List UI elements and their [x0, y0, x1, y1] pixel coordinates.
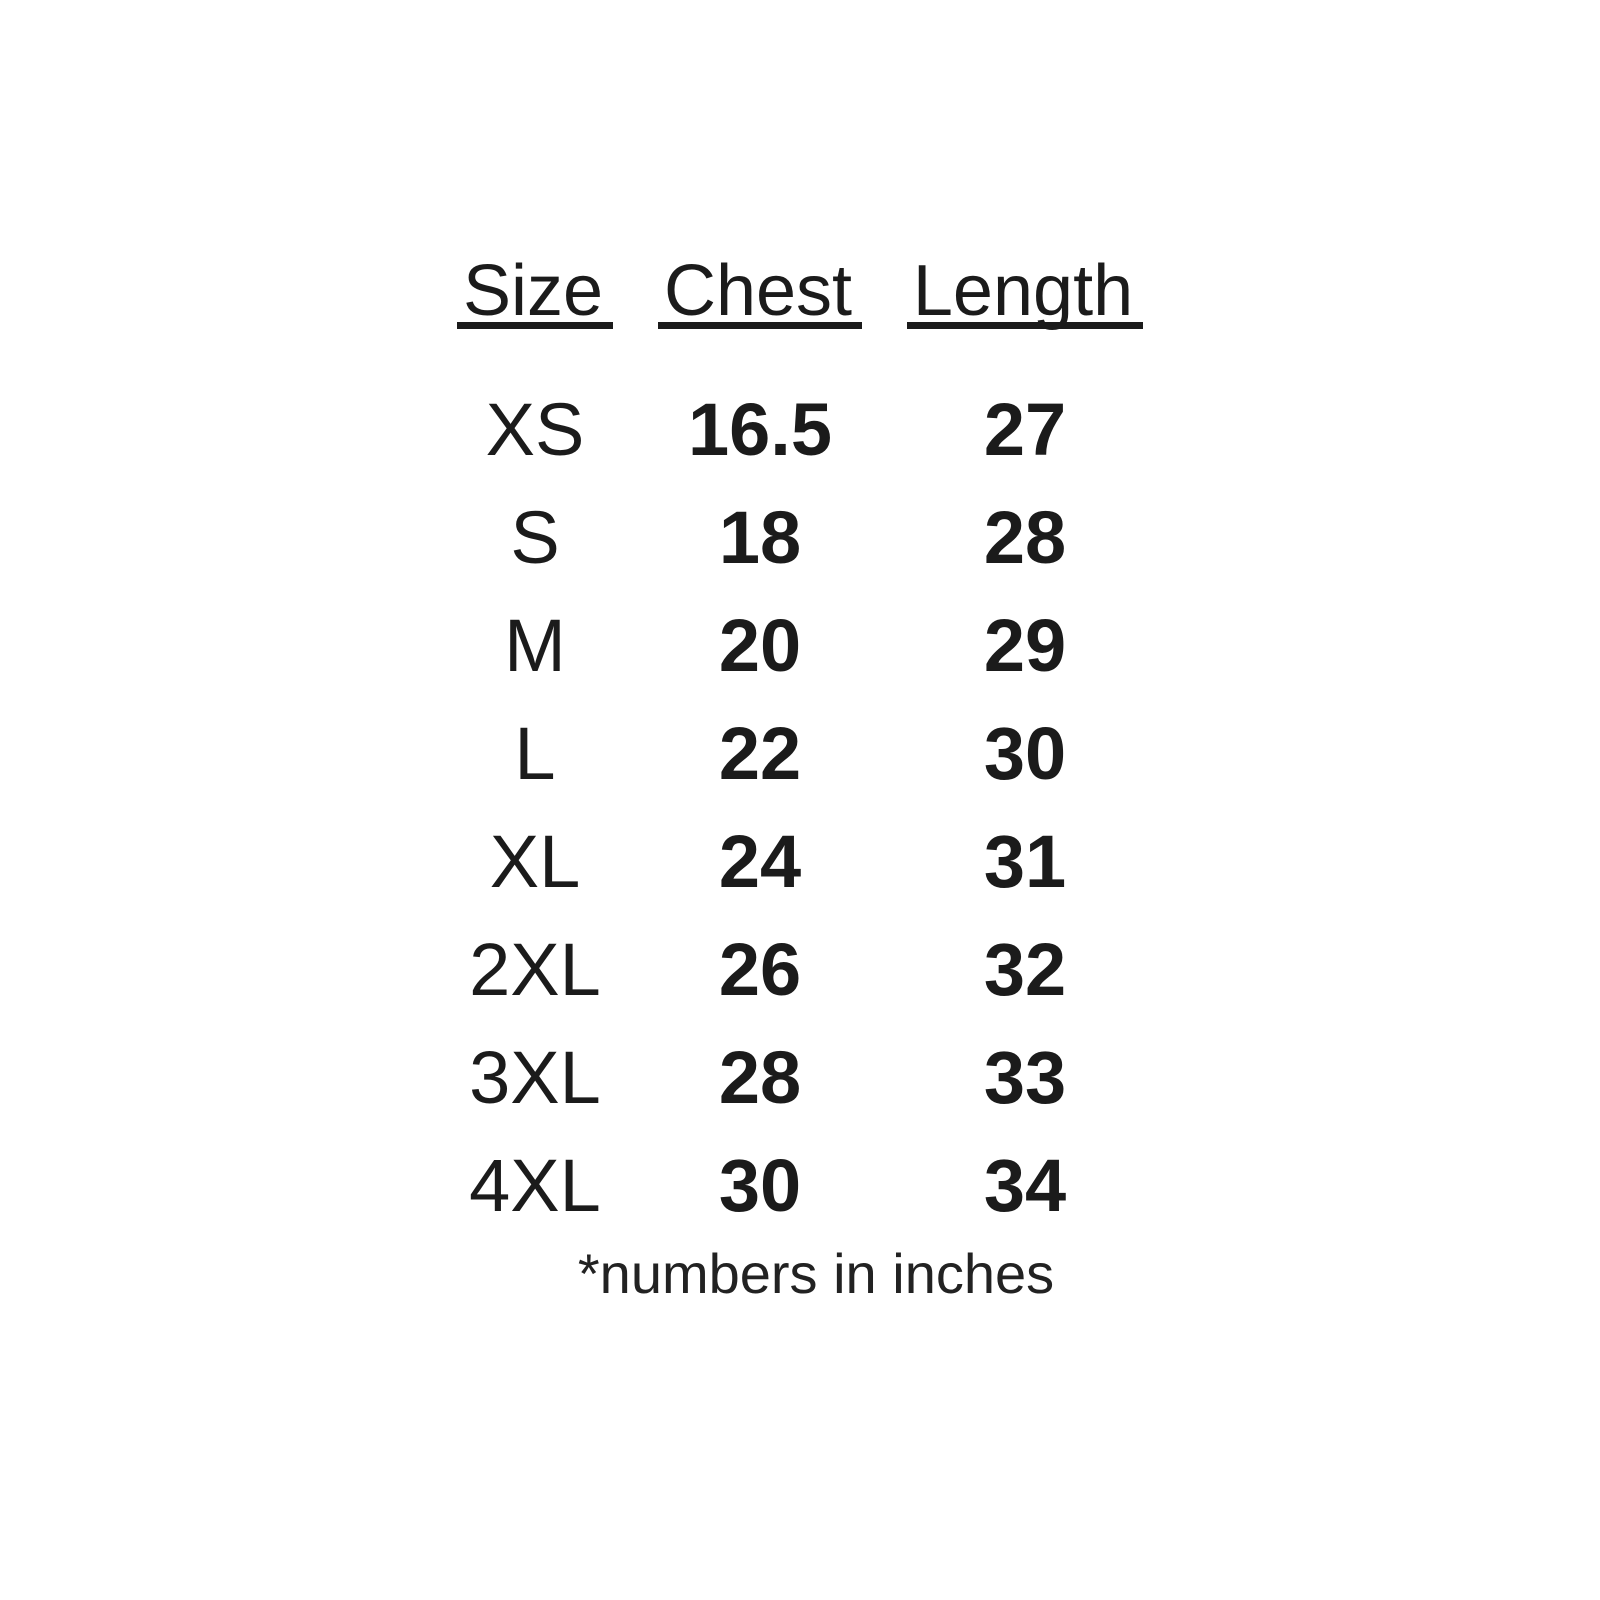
size-cell: M	[504, 604, 566, 687]
column-header-chest: Chest	[635, 240, 885, 346]
length-value-cell: 33	[983, 1036, 1067, 1119]
table-row: 3XL 28 33	[435, 1024, 1165, 1132]
table-row: M 20 29	[435, 592, 1165, 700]
chest-value-cell: 24	[718, 820, 802, 903]
units-footnote: *numbers in inches	[577, 1242, 1055, 1305]
length-value-cell: 31	[983, 820, 1067, 903]
size-cell: 3XL	[469, 1036, 601, 1119]
size-table-body: XS 16.5 27 S 18 28 M 20 29 L 22 30 XL 24 31 2XL 26 32 3XL 2…	[435, 376, 1165, 1240]
chest-value-cell: 30	[718, 1144, 802, 1227]
table-row: S 18 28	[435, 484, 1165, 592]
table-row: XL 24 31	[435, 808, 1165, 916]
table-row: 4XL 30 34	[435, 1132, 1165, 1240]
length-value-cell: 27	[983, 388, 1067, 471]
table-header-row: Size Chest Length	[435, 240, 1165, 346]
column-header-length-label: Length	[906, 240, 1144, 329]
chest-value-cell: 22	[718, 712, 802, 795]
length-value-cell: 30	[983, 712, 1067, 795]
length-value-cell: 29	[983, 604, 1067, 687]
column-header-size-label: Size	[456, 240, 614, 329]
size-cell: S	[510, 496, 560, 579]
size-cell: L	[514, 712, 556, 795]
size-cell: XL	[489, 820, 581, 903]
length-value-cell: 34	[983, 1144, 1067, 1227]
chest-value-cell: 16.5	[687, 388, 833, 471]
length-value-cell: 32	[983, 928, 1067, 1011]
column-header-size: Size	[435, 240, 635, 346]
size-cell: XS	[485, 388, 585, 471]
size-chart-table: Size Chest Length XS 16.5 27 S 18 28 M 20 29 L 22 3…	[435, 240, 1165, 1306]
chest-value-cell: 18	[718, 496, 802, 579]
chest-value-cell: 26	[718, 928, 802, 1011]
size-cell: 2XL	[469, 928, 601, 1011]
chest-value-cell: 28	[718, 1036, 802, 1119]
table-row: XS 16.5 27	[435, 376, 1165, 484]
table-row: 2XL 26 32	[435, 916, 1165, 1024]
length-value-cell: 28	[983, 496, 1067, 579]
column-header-length: Length	[885, 240, 1165, 346]
table-row: L 22 30	[435, 700, 1165, 808]
size-cell: 4XL	[469, 1144, 601, 1227]
column-header-chest-label: Chest	[657, 240, 863, 329]
chest-value-cell: 20	[718, 604, 802, 687]
